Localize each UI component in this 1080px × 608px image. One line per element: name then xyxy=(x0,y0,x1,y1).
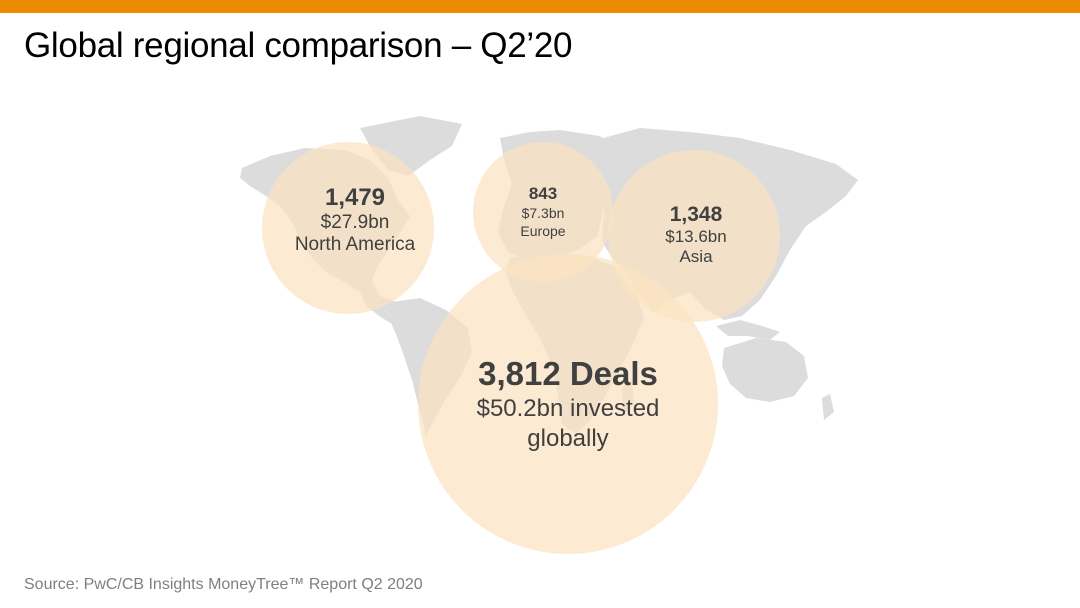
asia-bubble xyxy=(608,150,780,322)
asia-region-name: Asia xyxy=(679,247,713,266)
europe-deal-count: 843 xyxy=(528,184,558,203)
north-america-label: 1,479 $27.9bn North America xyxy=(275,183,435,256)
australia-shape xyxy=(722,338,808,402)
europe-invested: $7.3bn xyxy=(521,205,565,221)
asia-deal-count: 1,348 xyxy=(669,203,723,226)
global-invested: $50.2bn invested xyxy=(476,395,660,422)
asia-invested: $13.6bn xyxy=(665,227,727,246)
europe-region-name: Europe xyxy=(520,223,566,239)
europe-bubble xyxy=(473,142,613,282)
slide-title: Global regional comparison – Q2’20 xyxy=(24,26,573,65)
global-deal-count: 3,812 Deals xyxy=(478,355,658,392)
north-america-bubble xyxy=(262,142,434,314)
north-america-region-name: North America xyxy=(294,234,416,255)
north-america-invested: $27.9bn xyxy=(320,212,390,233)
north-america-deal-count: 1,479 xyxy=(324,184,386,211)
global-region-name: globally xyxy=(527,425,609,452)
asia-label: 1,348 $13.6bn Asia xyxy=(626,202,766,267)
europe-label: 843 $7.3bn Europe xyxy=(490,184,596,240)
new-zealand-shape xyxy=(822,394,834,420)
accent-bar xyxy=(0,0,1080,13)
source-footnote: Source: PwC/CB Insights MoneyTree™ Repor… xyxy=(24,576,423,593)
region-bubbles xyxy=(262,142,780,554)
southeast-asia-islands-shape xyxy=(716,320,780,340)
global-label: 3,812 Deals $50.2bn invested globally xyxy=(428,354,708,454)
global-bubble xyxy=(418,254,718,554)
